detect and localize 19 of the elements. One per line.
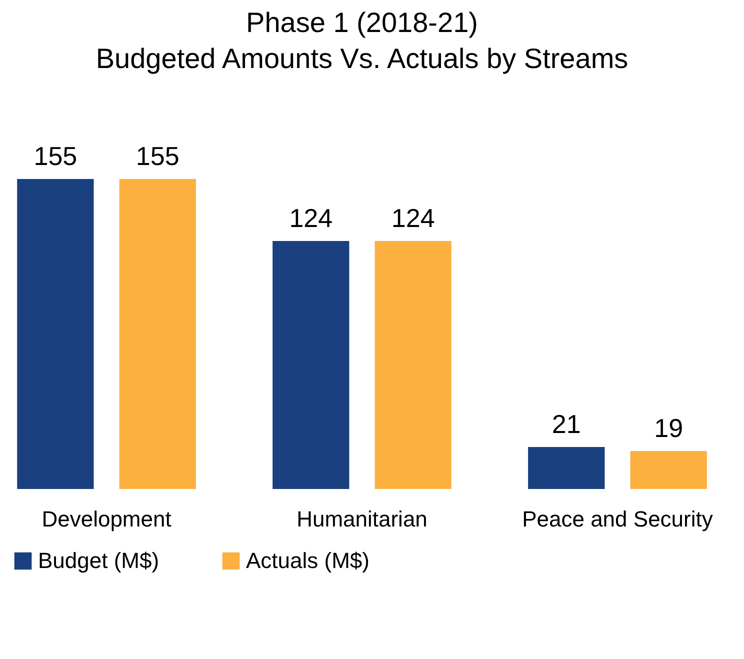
bar [17,179,94,489]
x-tick-label: Development [42,506,172,532]
x-tick-label: Humanitarian [296,506,428,532]
chart-subtitle: Budgeted Amounts Vs. Actuals by Streams [96,43,628,74]
x-tick-label: Peace and Security [522,506,713,532]
bar [374,241,452,489]
data-label: 124 [391,203,435,233]
data-label: 155 [136,141,180,171]
bar [528,447,605,489]
data-label: 19 [654,413,684,443]
data-label: 21 [552,409,581,439]
data-label: 124 [289,203,333,233]
data-label: 155 [34,141,78,171]
bar [272,241,350,489]
bar [119,179,196,489]
legend-label: Budget (M$) [38,548,160,573]
legend-label: Actuals (M$) [246,548,370,573]
bar [630,451,707,489]
chart-title: Phase 1 (2018-21) [246,7,478,38]
